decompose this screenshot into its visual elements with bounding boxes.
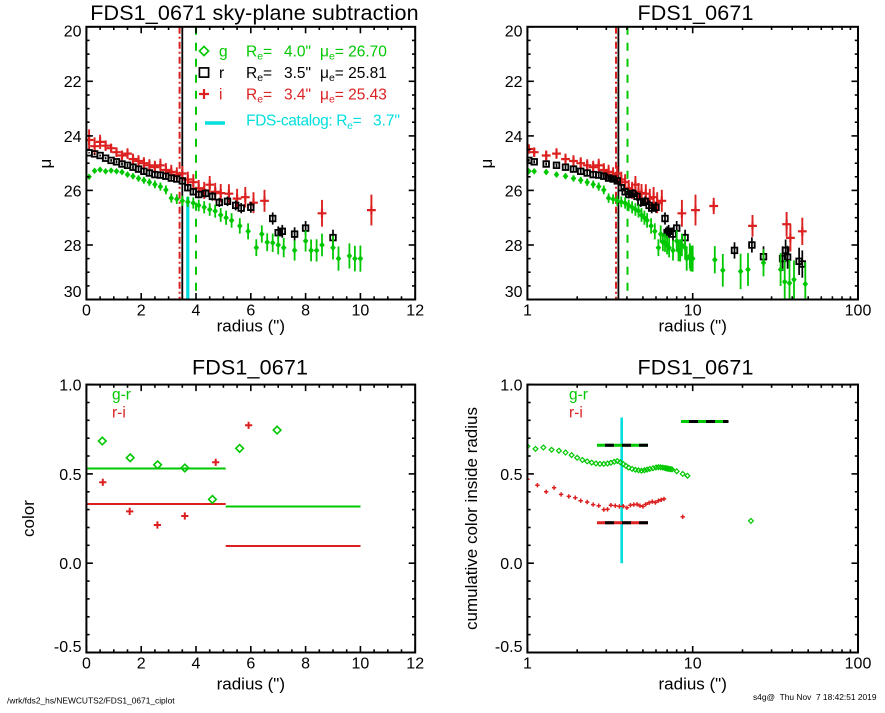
svg-text:Re=: Re= [246, 86, 272, 105]
svg-text:radius ("): radius (") [217, 675, 285, 694]
svg-text:0.5: 0.5 [59, 467, 81, 484]
svg-text:10: 10 [352, 303, 370, 320]
svg-text:-0.5: -0.5 [54, 639, 82, 656]
svg-text:g-r: g-r [569, 387, 588, 404]
svg-text:0: 0 [82, 656, 91, 673]
svg-text:3.7": 3.7" [373, 113, 400, 130]
svg-text:8: 8 [301, 656, 310, 673]
svg-text:color: color [19, 500, 38, 537]
svg-text:100: 100 [845, 303, 872, 320]
svg-text:0.0: 0.0 [500, 556, 522, 573]
svg-text:radius ("): radius (") [659, 675, 727, 694]
svg-text:26: 26 [505, 183, 523, 200]
svg-text:4: 4 [192, 303, 201, 320]
svg-text:22: 22 [505, 74, 523, 91]
svg-text:i: i [219, 86, 222, 103]
svg-text:22: 22 [64, 74, 82, 91]
svg-text:0.0: 0.0 [59, 556, 81, 573]
svg-text:4: 4 [192, 656, 201, 673]
svg-text:1: 1 [523, 303, 532, 320]
svg-text:s4g@ Thu Nov 7 18:42:51 2019: s4g@ Thu Nov 7 18:42:51 2019 [753, 692, 877, 702]
svg-text:20: 20 [505, 24, 523, 41]
svg-text:24: 24 [505, 129, 523, 146]
svg-text:100: 100 [845, 656, 872, 673]
svg-text:1.0: 1.0 [59, 378, 81, 395]
svg-text:μe= 25.43: μe= 25.43 [320, 86, 387, 105]
svg-text:μe= 25.81: μe= 25.81 [320, 65, 387, 84]
svg-text:g: g [219, 43, 228, 60]
svg-text:26: 26 [64, 183, 82, 200]
svg-text:FDS1_0671: FDS1_0671 [637, 1, 753, 25]
svg-text:μ: μ [36, 159, 55, 169]
svg-text:0: 0 [82, 303, 91, 320]
svg-text:2: 2 [137, 303, 146, 320]
svg-text:r-i: r-i [569, 405, 583, 422]
svg-text:28: 28 [64, 238, 82, 255]
svg-text:μe= 26.70: μe= 26.70 [320, 43, 387, 62]
svg-text:10: 10 [684, 656, 702, 673]
svg-text:2: 2 [137, 656, 146, 673]
svg-text:radius ("): radius (") [659, 317, 727, 336]
svg-text:FDS1_0671: FDS1_0671 [192, 356, 308, 380]
svg-text:r-i: r-i [112, 405, 126, 422]
svg-text:FDS-catalog: Re=: FDS-catalog: Re= [246, 113, 362, 132]
svg-text:-0.5: -0.5 [495, 639, 523, 656]
svg-text:20: 20 [64, 24, 82, 41]
svg-text:24: 24 [64, 129, 82, 146]
svg-text:r: r [219, 65, 224, 82]
svg-text:6: 6 [246, 303, 255, 320]
svg-text:10: 10 [352, 656, 370, 673]
svg-text:1.0: 1.0 [500, 378, 522, 395]
svg-text:Re=: Re= [246, 43, 272, 62]
svg-text:3.4": 3.4" [284, 86, 311, 103]
svg-text:μ: μ [477, 159, 496, 169]
svg-text:4.0": 4.0" [284, 43, 311, 60]
svg-text:3.5": 3.5" [284, 65, 311, 82]
svg-text:FDS1_0671 sky-plane subtractio: FDS1_0671 sky-plane subtraction [90, 1, 419, 25]
svg-text:8: 8 [301, 303, 310, 320]
svg-text:Re=: Re= [246, 65, 272, 84]
svg-text:radius ("): radius (") [217, 317, 285, 336]
svg-text:30: 30 [64, 284, 82, 301]
svg-text:28: 28 [505, 238, 523, 255]
svg-text:cumulative color inside radius: cumulative color inside radius [462, 407, 481, 630]
svg-text:12: 12 [406, 656, 424, 673]
svg-text:12: 12 [406, 303, 424, 320]
svg-text:30: 30 [505, 284, 523, 301]
svg-text:/wrk/fds2_hs/NEWCUTS2/FDS1_067: /wrk/fds2_hs/NEWCUTS2/FDS1_0671_ciplot [7, 696, 175, 706]
svg-text:0.5: 0.5 [500, 467, 522, 484]
svg-text:10: 10 [684, 303, 702, 320]
svg-text:1: 1 [523, 656, 532, 673]
svg-text:6: 6 [246, 656, 255, 673]
svg-text:g-r: g-r [112, 387, 131, 404]
svg-text:FDS1_0671: FDS1_0671 [637, 356, 753, 380]
